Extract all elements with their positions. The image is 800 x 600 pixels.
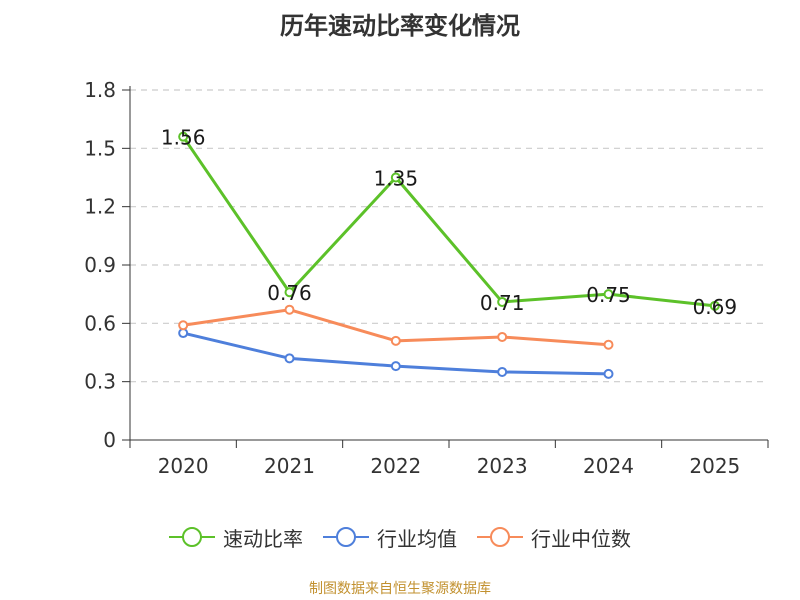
legend-marker-quick-ratio xyxy=(169,527,215,547)
legend-label: 行业均值 xyxy=(377,526,457,551)
data-label: 0.76 xyxy=(267,281,312,305)
data-point xyxy=(178,320,189,331)
data-point xyxy=(497,296,508,307)
data-label: 1.56 xyxy=(161,126,206,150)
data-source-note: 制图数据来自恒生聚源数据库 xyxy=(309,581,491,597)
legend-item-industry-average[interactable]: 行业均值 xyxy=(323,523,457,552)
data-point xyxy=(497,366,508,377)
data-point xyxy=(603,368,614,379)
y-tick-label: 0.9 xyxy=(84,253,116,277)
data-point xyxy=(603,339,614,350)
data-point xyxy=(390,335,401,346)
data-label: 1.35 xyxy=(374,167,419,191)
series-line xyxy=(181,135,715,308)
x-tick-label: 2023 xyxy=(477,454,528,478)
line-chart: 0 0.3 0.6 0.9 1.2 1.5 1.8 2020 2021 2022 2023 2024 2… xyxy=(84,78,769,478)
legend-marker-industry-average xyxy=(323,527,369,547)
legend-item-industry-median[interactable]: 行业中位数 xyxy=(477,523,631,552)
x-tick-label: 2021 xyxy=(264,454,315,478)
y-tick-label: 0 xyxy=(103,428,116,452)
data-point xyxy=(603,289,614,300)
data-point xyxy=(284,304,295,315)
data-point xyxy=(284,287,295,298)
y-tick-label: 1.8 xyxy=(84,78,116,102)
y-tick-label: 1.2 xyxy=(84,195,116,219)
y-tick-label: 0.6 xyxy=(84,311,116,335)
data-point xyxy=(390,361,401,372)
data-point xyxy=(497,331,508,342)
data-point xyxy=(284,353,295,364)
data-label: 0.71 xyxy=(480,291,525,315)
data-point xyxy=(390,172,401,183)
y-tick-label: 0.3 xyxy=(84,370,116,394)
y-tick-label: 1.5 xyxy=(84,136,116,160)
legend-label: 速动比率 xyxy=(223,526,303,551)
data-point xyxy=(178,131,189,142)
x-tick-label: 2025 xyxy=(689,454,740,478)
chart-legend: 速动比率 行业均值 行业中位数 xyxy=(0,520,800,554)
data-label: 0.69 xyxy=(693,295,738,319)
legend-label: 行业中位数 xyxy=(531,526,631,551)
legend-marker-industry-median xyxy=(477,527,523,547)
legend-item-quick-ratio[interactable]: 速动比率 xyxy=(169,523,303,552)
data-point xyxy=(709,300,720,311)
x-tick-label: 2022 xyxy=(370,454,421,478)
data-label: 0.75 xyxy=(586,283,631,307)
x-tick-label: 2020 xyxy=(158,454,209,478)
chart-title: 历年速动比率变化情况 xyxy=(280,12,520,40)
x-tick-label: 2024 xyxy=(583,454,634,478)
